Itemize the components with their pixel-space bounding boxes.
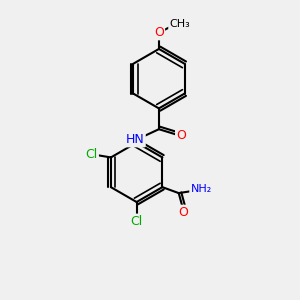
Text: HN: HN	[126, 133, 145, 146]
Text: O: O	[176, 129, 186, 142]
Text: O: O	[178, 206, 188, 219]
Text: Cl: Cl	[85, 148, 98, 161]
Text: CH₃: CH₃	[169, 19, 190, 29]
Text: NH₂: NH₂	[190, 184, 212, 194]
Text: Cl: Cl	[130, 215, 143, 228]
Text: O: O	[154, 26, 164, 39]
